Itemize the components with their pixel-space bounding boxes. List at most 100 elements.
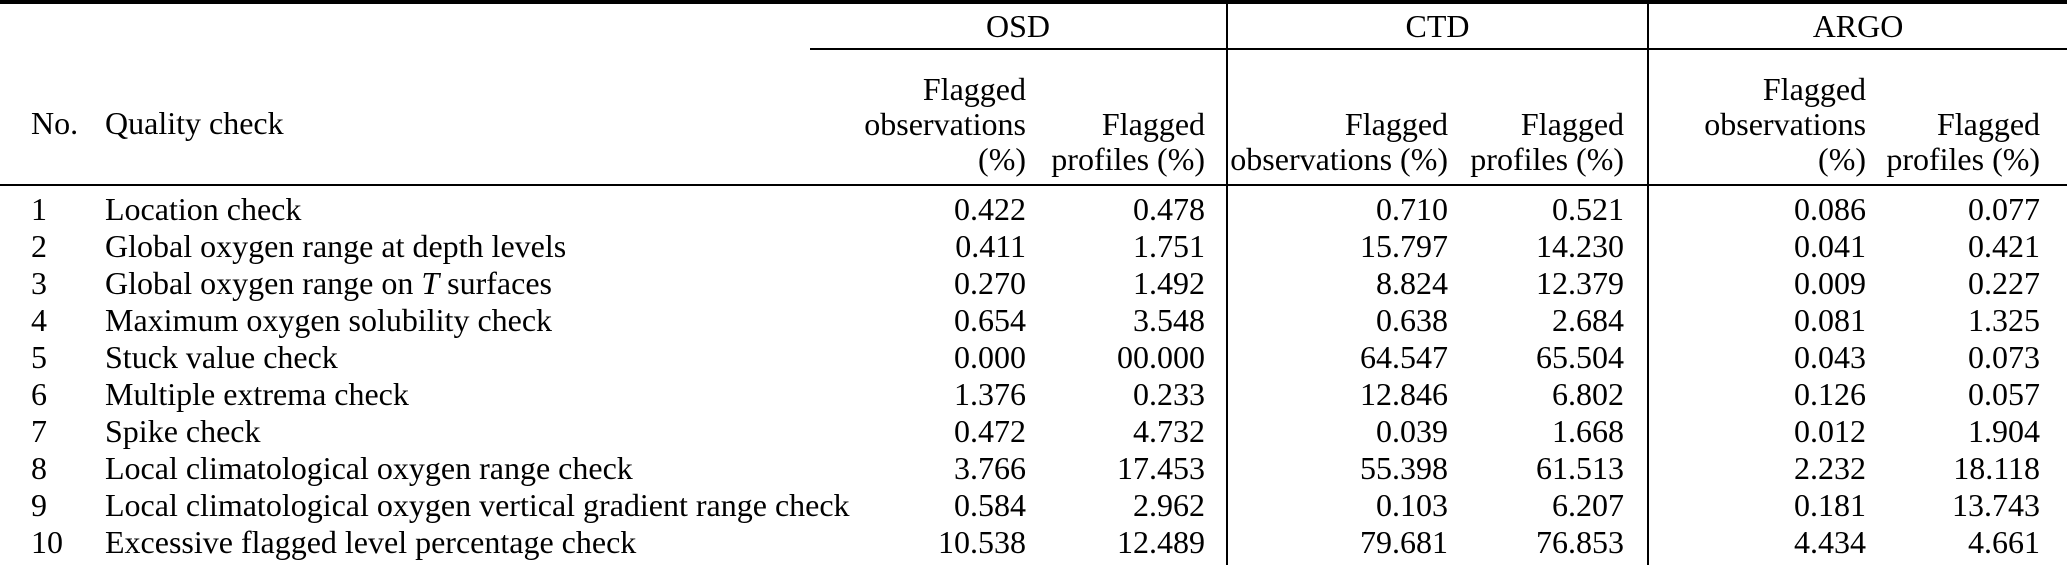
table-row: 4 Maximum oxygen solubility check 0.654 3.5…	[0, 302, 2067, 339]
row-number: 6	[31, 376, 47, 412]
value-cell: 0.043	[1647, 339, 1873, 376]
value-cell: 0.472	[954, 413, 1026, 449]
value-cell: 0.411	[955, 228, 1026, 264]
value-cell: 17.453	[1117, 450, 1206, 486]
value-cell: 10.538	[938, 524, 1026, 560]
value-cell: 84.392	[1454, 561, 1649, 565]
quality-check-label: Stuck value check	[105, 339, 338, 375]
value-cell: 29.495	[1872, 561, 2067, 565]
col-header-argo-flagged-profiles: Flagged profiles (%)	[1872, 49, 2067, 186]
value-cell: 6.802	[1552, 376, 1625, 412]
quality-check-label: Multiple extrema check	[105, 376, 409, 412]
value-cell: 24.564	[1032, 561, 1228, 565]
value-cell: 2.962	[1133, 487, 1206, 523]
value-cell: 80.207	[1226, 561, 1455, 565]
quality-check-label: Maximum oxygen solubility check	[105, 302, 553, 338]
value-cell: 0.478	[1133, 191, 1206, 227]
value-cell: 12.379	[1536, 265, 1625, 301]
col-header-quality-check: Quality check	[100, 49, 810, 186]
value-cell: 5.191	[1647, 561, 1873, 565]
table-row: All QC checks11.96824.56480.20784.3925.1…	[0, 561, 2067, 565]
value-cell: 1.376	[954, 376, 1026, 412]
value-cell: 76.853	[1536, 524, 1625, 560]
value-cell: 0.638	[1226, 302, 1455, 339]
value-cell: 4.434	[1647, 524, 1873, 561]
value-cell: 0.421	[1968, 228, 2041, 264]
value-cell: 14.230	[1536, 228, 1625, 264]
value-cell: 0.086	[1647, 185, 1873, 228]
value-cell: 0.057	[1968, 376, 2041, 412]
value-cell: 0.039	[1226, 413, 1455, 450]
value-cell: 0.081	[1647, 302, 1873, 339]
group-header-spacer	[0, 0, 810, 49]
group-header-argo: ARGO	[1647, 0, 2067, 50]
col-header-ctd-flagged-observations: Flagged observations (%)	[1226, 49, 1455, 186]
value-cell: 65.504	[1536, 339, 1625, 375]
value-cell: 0.077	[1968, 191, 2041, 227]
value-cell: 4.661	[1968, 524, 2041, 560]
col-header-argo-flagged-observations: Flagged observations (%)	[1647, 49, 1873, 186]
row-number: 5	[31, 339, 47, 375]
value-cell: 2.684	[1552, 302, 1625, 338]
quality-check-label: Location check	[105, 191, 302, 227]
value-cell: 12.846	[1226, 376, 1455, 413]
table-row: 3 Global oxygen range on T surfaces 0.270 1…	[0, 265, 2067, 302]
table-row: 8 Local climatological oxygen range check…	[0, 450, 2067, 487]
row-number	[0, 561, 100, 565]
value-cell: 0.012	[1647, 413, 1873, 450]
value-cell: 0.710	[1226, 185, 1455, 228]
value-cell: 4.732	[1133, 413, 1206, 449]
value-cell: 0.073	[1968, 339, 2041, 375]
value-cell: 6.207	[1552, 487, 1625, 523]
table-row: 10 Excessive flagged level percentage che…	[0, 524, 2067, 561]
column-header-row: No. Quality check Flagged observations (…	[0, 49, 2067, 186]
value-cell: 1.668	[1552, 413, 1625, 449]
value-cell: 79.681	[1226, 524, 1455, 561]
row-number: 4	[31, 302, 47, 338]
value-cell: 1.325	[1968, 302, 2041, 338]
row-number: 9	[31, 487, 47, 523]
row-number: 1	[31, 191, 47, 227]
value-cell: 0.126	[1647, 376, 1873, 413]
value-cell: 3.548	[1133, 302, 1206, 338]
row-number: 3	[31, 265, 47, 301]
quality-check-label: Global oxygen range at depth levels	[105, 228, 567, 264]
table-row: 7 Spike check 0.472 4.732 0.039 1.668 0.012 1.9…	[0, 413, 2067, 450]
table-row: 1 Location check 0.422 0.478 0.710 0.521 0.086…	[0, 185, 2067, 228]
value-cell: 12.489	[1117, 524, 1206, 560]
value-cell: 1.751	[1133, 228, 1206, 264]
value-cell: 00.000	[1117, 339, 1206, 375]
quality-check-label: Spike check	[105, 413, 261, 449]
value-cell: 0.103	[1226, 487, 1455, 524]
value-cell: 0.422	[954, 191, 1026, 227]
table-row: 5 Stuck value check 0.000 00.000 64.547 65.50…	[0, 339, 2067, 376]
table-row: 9 Local climatological oxygen vertical gr…	[0, 487, 2067, 524]
value-cell: 0.233	[1133, 376, 1206, 412]
col-header-no: No.	[0, 49, 100, 186]
value-cell: 2.232	[1647, 450, 1873, 487]
value-cell: 13.743	[1952, 487, 2041, 523]
group-header-ctd: CTD	[1226, 0, 1649, 50]
value-cell: 61.513	[1536, 450, 1625, 486]
value-cell: 55.398	[1226, 450, 1455, 487]
row-number: 8	[31, 450, 47, 486]
value-cell: 1.492	[1133, 265, 1206, 301]
row-number: 7	[31, 413, 47, 449]
value-cell: 0.041	[1647, 228, 1873, 265]
value-cell: 3.766	[954, 450, 1026, 486]
value-cell: 11.968	[810, 561, 1032, 565]
group-header-osd: OSD	[810, 0, 1228, 50]
col-header-osd-flagged-profiles: Flagged profiles (%)	[1032, 49, 1228, 186]
col-header-osd-flagged-observations: Flagged observations (%)	[810, 49, 1032, 186]
quality-check-label: All QC checks	[100, 561, 810, 565]
table-body: 1 Location check 0.422 0.478 0.710 0.521 0.086…	[0, 185, 2067, 565]
quality-check-label: Global oxygen range on T surfaces	[105, 265, 552, 301]
col-header-ctd-flagged-profiles: Flagged profiles (%)	[1454, 49, 1649, 186]
value-cell: 64.547	[1226, 339, 1455, 376]
value-cell: 8.824	[1226, 265, 1455, 302]
row-number: 2	[31, 228, 47, 264]
row-number: 10	[31, 524, 63, 560]
quality-check-label: Excessive flagged level percentage check	[105, 524, 637, 560]
